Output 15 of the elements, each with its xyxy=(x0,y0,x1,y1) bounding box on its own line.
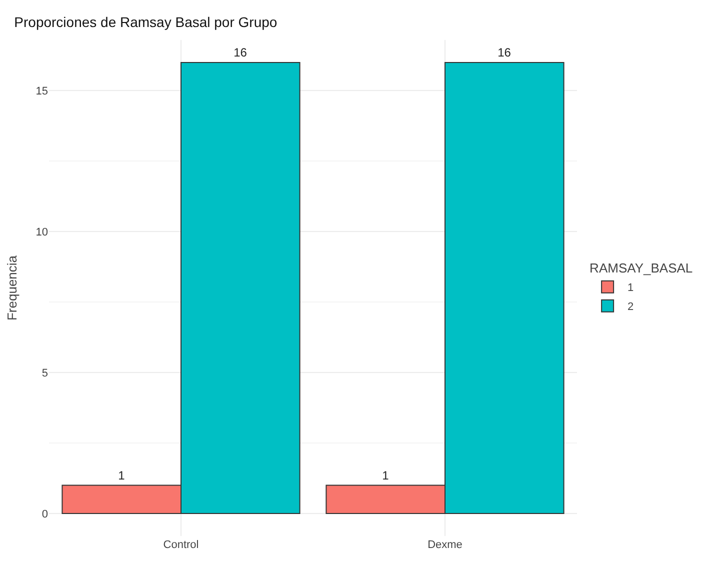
legend-label: 1 xyxy=(628,282,634,294)
data-label: 16 xyxy=(234,46,248,60)
data-label: 1 xyxy=(382,468,390,482)
y-axis-title: Frequencia xyxy=(4,254,20,321)
y-tick-label: 15 xyxy=(36,86,48,98)
legend-title: RAMSAY_BASAL xyxy=(590,260,693,276)
y-tick-label: 5 xyxy=(42,367,48,380)
data-label: 16 xyxy=(498,46,512,60)
y-tick-label: 10 xyxy=(36,226,48,238)
chart-title: Proporciones de Ramsay Basal por Grupo xyxy=(14,14,278,30)
x-tick-label: Control xyxy=(163,539,199,551)
x-tick-label: Dexme xyxy=(428,539,462,551)
legend-label: 2 xyxy=(628,301,634,314)
y-tick-label: 0 xyxy=(42,508,48,520)
data-label: 1 xyxy=(118,468,126,482)
